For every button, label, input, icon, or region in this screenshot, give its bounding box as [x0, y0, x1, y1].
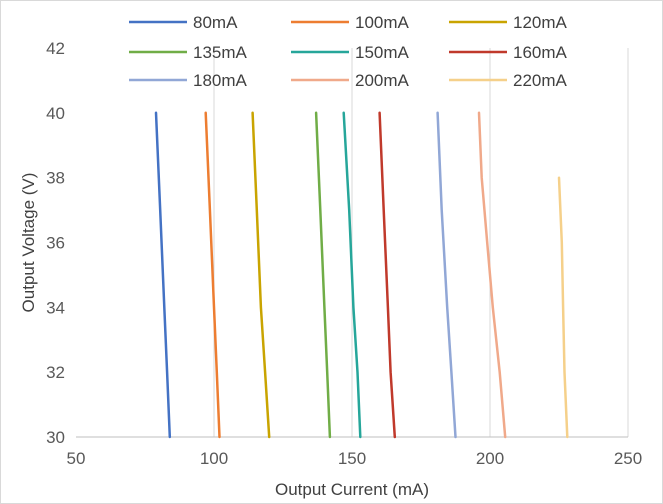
legend-entry-80mA: 80mA — [129, 13, 238, 32]
legend: 80mA 100mA 120mA 135mA 150mA 160mA 180mA 200mA 2… — [129, 13, 568, 90]
series-line-100mA — [204, 111, 221, 439]
legend-label-150mA: 150mA — [355, 43, 410, 62]
series-line-135mA — [314, 111, 332, 439]
y-tick-label-38: 38 — [46, 169, 65, 188]
legend-entry-160mA: 160mA — [449, 43, 568, 62]
y-tick-label-34: 34 — [46, 298, 65, 317]
legend-label-200mA: 200mA — [355, 71, 410, 90]
legend-entry-180mA: 180mA — [129, 71, 248, 90]
legend-label-220mA: 220mA — [513, 71, 568, 90]
series-lines — [154, 111, 569, 439]
series-line-160mA — [378, 111, 397, 439]
legend-entry-200mA: 200mA — [291, 71, 410, 90]
x-tick-label-50: 50 — [67, 449, 86, 468]
series-line-180mA — [436, 111, 457, 439]
y-tick-label-36: 36 — [46, 234, 65, 253]
y-axis-title: Output Voltage (V) — [19, 173, 38, 313]
vertical-gridlines — [213, 48, 629, 437]
legend-entry-120mA: 120mA — [449, 13, 568, 32]
series-line-220mA — [557, 176, 569, 439]
x-tick-label-150: 150 — [338, 449, 366, 468]
legend-entry-220mA: 220mA — [449, 71, 568, 90]
x-axis-title: Output Current (mA) — [275, 480, 429, 499]
series-line-120mA — [251, 111, 271, 439]
series-line-80mA — [154, 111, 172, 439]
y-tick-labels: 30 32 34 36 38 40 42 — [46, 39, 65, 447]
series-line-200mA — [477, 111, 507, 439]
y-tick-label-30: 30 — [46, 428, 65, 447]
legend-entry-135mA: 135mA — [129, 43, 248, 62]
y-tick-label-42: 42 — [46, 39, 65, 58]
x-tick-label-100: 100 — [200, 449, 228, 468]
legend-label-135mA: 135mA — [193, 43, 248, 62]
y-tick-label-40: 40 — [46, 104, 65, 123]
y-tick-label-32: 32 — [46, 363, 65, 382]
legend-label-120mA: 120mA — [513, 13, 568, 32]
series-line-150mA — [342, 111, 362, 439]
x-tick-label-200: 200 — [476, 449, 504, 468]
legend-label-180mA: 180mA — [193, 71, 248, 90]
legend-label-80mA: 80mA — [193, 13, 238, 32]
legend-label-160mA: 160mA — [513, 43, 568, 62]
legend-label-100mA: 100mA — [355, 13, 410, 32]
x-tick-labels: 50 100 150 200 250 — [67, 449, 643, 468]
legend-entry-150mA: 150mA — [291, 43, 410, 62]
x-tick-label-250: 250 — [614, 449, 642, 468]
legend-entry-100mA: 100mA — [291, 13, 410, 32]
